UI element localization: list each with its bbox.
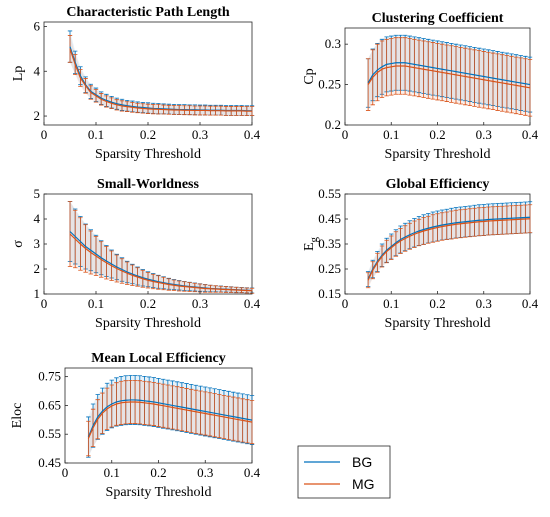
eloc-mg-error-bar [86,420,91,457]
eg-x-axis-label: Sparsity Threshold [385,316,491,331]
eloc-title: Mean Local Efficiency [91,351,226,366]
sw-x-tick-label: 0.1 [88,296,104,311]
eloc-y-tick-label: 0.65 [38,397,61,412]
legend-label-mg: MG [352,476,375,492]
cp-x-tick-label: 0.3 [476,127,492,142]
cp-y-tick-label: 0.25 [318,77,341,92]
cp-y-tick-label: 0.2 [325,117,341,132]
eloc-y-tick-label: 0.45 [38,455,61,470]
eloc-x-axis-label: Sparsity Threshold [106,485,212,500]
lp-mg-line [69,48,252,112]
lp-mg-error-bar [67,35,73,63]
sw-y-axis-label-main: σ [11,240,26,248]
eloc-x-tick-label: 0.2 [150,465,166,480]
lp-panel: 0 0.1 0.2 0.3 0.4 2 4 6 Characteristic Path Leng… [11,5,261,162]
sw-bg-error-band [70,201,252,293]
lp-x-tick-label: 0.1 [88,127,104,142]
sw-y-tick-label: 2 [34,261,41,276]
sw-mg-line [69,233,253,292]
eloc-x-tick-label: 0.3 [197,465,213,480]
cp-mg-error-bar [365,58,371,111]
sw-x-tick-label: 0.4 [244,296,261,311]
lp-x-tick-label: 0 [41,127,48,142]
cp-x-tick-label: 0 [342,127,349,142]
cp-x-tick-label: 0.2 [429,127,445,142]
eloc-y-tick-label: 0.55 [38,426,61,441]
lp-x-tick-label: 0.4 [244,127,261,142]
sw-y-tick-label: 4 [34,211,41,226]
legend-box [297,445,391,499]
eloc-bg-line [87,399,253,438]
sw-x-axis-label: Sparsity Threshold [95,316,201,331]
eloc-y-axis-label: Eloc [10,403,25,429]
cp-title: Clustering Coefficient [372,11,504,26]
cp-panel: 0 0.1 0.2 0.3 0.4 0.2 0.25 0.3 Clustering Coeffi… [302,11,539,162]
cp-mg-line [367,65,531,89]
sw-y-axis-label: σ [11,240,26,248]
eg-x-tick-label: 0.3 [476,296,492,311]
eloc-x-tick-label: 0 [62,465,69,480]
eg-x-tick-label: 0.1 [383,296,399,311]
eg-mg-line [367,218,531,281]
sw-y-tick-label: 1 [34,286,41,301]
lp-mg-error-band [70,35,252,116]
lp-y-tick-label: 6 [34,18,41,33]
legend-label-bg: BG [352,454,372,470]
eg-y-tick-label: 0.45 [318,211,341,226]
eg-y-tick-label: 0.55 [318,186,341,201]
eloc-x-tick-label: 0.4 [244,465,261,480]
sw-x-tick-label: 0 [41,296,48,311]
cp-y-axis-label: Cp [302,68,317,84]
lp-y-axis-label-main: Lp [11,66,26,82]
eg-title: Global Efficiency [386,177,490,192]
cp-mg-error-band [368,37,530,117]
lp-bg-error-band [70,30,252,116]
eloc-panel: 0 0.1 0.2 0.3 0.4 0.45 0.55 0.65 0.75 Mean Local … [10,351,261,500]
sw-y-tick-label: 5 [34,186,41,201]
cp-y-tick-label: 0.3 [325,36,341,51]
lp-y-axis-label: Lp [11,66,26,82]
lp-title: Characteristic Path Length [66,5,230,20]
lp-x-tick-label: 0.2 [140,127,156,142]
eg-y-tick-label: 0.25 [318,261,341,276]
eg-panel: 0 0.1 0.2 0.3 0.4 0.15 0.25 0.35 0.45 0.55 Global … [302,177,539,331]
eg-y-tick-label: 0.35 [318,236,341,251]
eg-y-axis-label-sub: g [308,236,320,242]
eg-x-tick-label: 0.4 [522,296,539,311]
lp-x-axis-label: Sparsity Threshold [95,147,201,162]
eg-y-axis-label: Eg [302,236,320,251]
sw-x-tick-label: 0.3 [192,296,208,311]
sw-panel: 0 0.1 0.2 0.3 0.4 1 2 3 4 5 Small-Worldness Sparsit… [11,177,261,331]
eg-y-tick-label: 0.15 [318,286,341,301]
sw-x-tick-label: 0.2 [140,296,156,311]
legend: BG MG [297,445,391,499]
cp-y-axis-label-main: Cp [302,68,317,84]
cp-x-tick-label: 0.1 [383,127,399,142]
eg-y-axis-label-main: E [302,242,317,251]
cp-bg-line [367,62,531,86]
lp-x-tick-label: 0.3 [192,127,208,142]
eg-bg-line [367,216,531,280]
lp-y-tick-label: 2 [34,108,41,123]
eloc-y-tick-label: 0.75 [38,369,61,384]
eg-x-tick-label: 0.2 [429,296,445,311]
lp-y-tick-label: 4 [34,63,41,78]
eloc-x-tick-label: 0.1 [104,465,120,480]
eloc-y-axis-label-main: Eloc [10,403,25,429]
sw-title: Small-Worldness [97,177,199,192]
sw-y-tick-label: 3 [34,236,41,251]
eloc-mg-line [87,401,253,439]
eg-x-tick-label: 0 [342,296,349,311]
cp-x-axis-label: Sparsity Threshold [385,147,491,162]
eg-mg-error-band [368,204,530,288]
cp-x-tick-label: 0.4 [522,127,539,142]
eloc-mg-error-band [88,380,252,456]
sw-mg-error-band [70,201,252,294]
